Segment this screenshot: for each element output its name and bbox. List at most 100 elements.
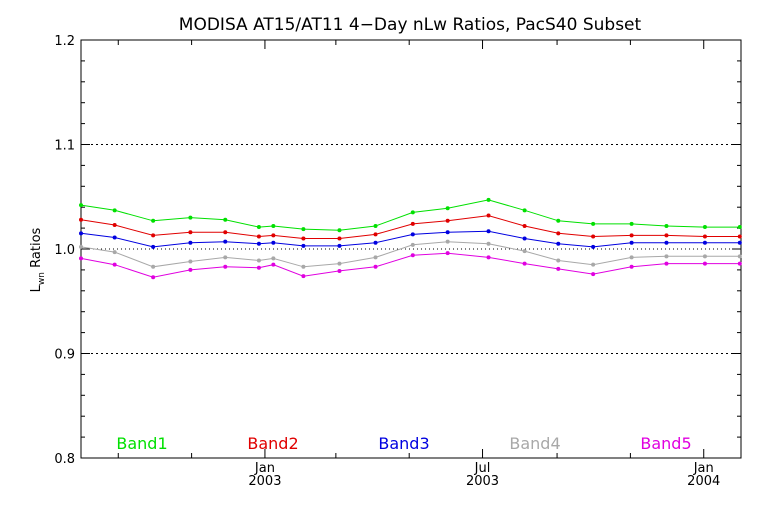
data-point-band4 <box>702 254 707 259</box>
data-point-band1 <box>702 225 707 230</box>
data-point-band5 <box>151 275 156 280</box>
data-point-band5 <box>301 274 306 279</box>
x-tick-label-month: Jan <box>254 461 275 476</box>
data-point-band2 <box>79 217 83 222</box>
data-point-band1 <box>112 208 117 213</box>
series-line-band3 <box>80 230 740 248</box>
data-point-band1 <box>664 224 669 229</box>
data-point-band2 <box>151 233 156 238</box>
data-point-band4 <box>591 262 596 267</box>
data-point-band3 <box>702 240 707 245</box>
grid-lines <box>81 144 741 354</box>
data-point-band5 <box>79 256 83 261</box>
data-point-band3 <box>337 243 342 248</box>
data-point-band1 <box>629 221 634 226</box>
data-point-band2 <box>410 221 415 226</box>
data-point-band4 <box>445 239 450 244</box>
data-point-band5 <box>522 261 527 266</box>
y-axis-label-main: L <box>29 284 44 292</box>
y-axis-label-subscript: wn <box>37 272 47 285</box>
data-point-band5 <box>629 264 634 269</box>
data-point-band3 <box>522 236 527 241</box>
data-point-band3 <box>223 239 228 244</box>
x-tick-label-year: 2004 <box>687 474 720 489</box>
data-point-band1 <box>337 228 342 233</box>
legend-item-band1: Band1 <box>116 434 167 453</box>
y-tick-label: 1.1 <box>54 139 75 154</box>
x-tick-label-year: 2003 <box>248 474 281 489</box>
data-point-band2 <box>188 230 193 235</box>
legend: Band1 Band2 Band3 Band4 Band5 <box>116 434 691 453</box>
data-point-band3 <box>591 244 596 249</box>
data-point-band2 <box>522 224 527 229</box>
data-point-band1 <box>301 227 306 232</box>
data-point-band3 <box>445 230 450 235</box>
data-point-band4 <box>373 255 378 260</box>
legend-item-band2: Band2 <box>247 434 298 453</box>
data-point-band3 <box>151 244 156 249</box>
data-point-band2 <box>373 232 378 237</box>
data-point-band1 <box>223 217 228 222</box>
data-point-band3 <box>112 235 117 240</box>
data-point-band1 <box>556 218 561 223</box>
data-point-band4 <box>522 249 527 254</box>
y-tick-label: 0.8 <box>54 452 75 467</box>
data-point-band4 <box>737 254 742 259</box>
data-point-band5 <box>664 261 669 266</box>
data-point-band5 <box>337 268 342 273</box>
data-point-band3 <box>188 240 193 245</box>
x-tick-label-month: Jan <box>693 461 714 476</box>
data-point-band3 <box>373 240 378 245</box>
data-point-band3 <box>737 240 742 245</box>
data-point-band4 <box>223 255 228 260</box>
data-point-band5 <box>271 262 276 267</box>
data-point-band4 <box>337 261 342 266</box>
data-point-band2 <box>629 233 634 238</box>
y-tick-label: 1.2 <box>54 34 75 49</box>
data-point-band3 <box>301 243 306 248</box>
data-point-band2 <box>256 234 261 239</box>
series-line-band5 <box>80 252 740 278</box>
data-point-band5 <box>702 261 707 266</box>
legend-item-band4: Band4 <box>509 434 560 453</box>
series-group <box>79 197 742 280</box>
data-point-band4 <box>151 264 156 269</box>
data-point-band5 <box>112 262 117 267</box>
y-tick-label: 0.9 <box>54 348 75 363</box>
data-point-band5 <box>223 264 228 269</box>
data-point-band2 <box>445 218 450 223</box>
data-point-band4 <box>301 264 306 269</box>
data-point-band2 <box>337 236 342 241</box>
data-point-band3 <box>410 232 415 237</box>
data-point-band1 <box>737 225 742 230</box>
data-point-band3 <box>256 241 261 246</box>
data-point-band2 <box>301 236 306 241</box>
data-point-band2 <box>737 234 742 239</box>
data-point-band4 <box>556 258 561 263</box>
data-point-band1 <box>188 215 193 220</box>
data-point-band5 <box>556 266 561 271</box>
data-point-band2 <box>112 222 117 227</box>
data-point-band5 <box>445 251 450 256</box>
data-point-band3 <box>629 240 634 245</box>
series-line-band4 <box>80 241 740 268</box>
data-point-band1 <box>151 218 156 223</box>
plot-frame <box>80 39 742 459</box>
data-point-band4 <box>410 242 415 247</box>
y-tick-label: 1.0 <box>54 243 75 258</box>
legend-item-band3: Band3 <box>378 434 429 453</box>
data-point-band1 <box>591 221 596 226</box>
x-tick-label-month: Jul <box>474 461 491 476</box>
data-point-band4 <box>486 241 491 246</box>
data-point-band5 <box>256 265 261 270</box>
data-point-band3 <box>79 231 83 236</box>
data-point-band4 <box>629 255 634 260</box>
data-point-band3 <box>271 240 276 245</box>
x-tick-label-year: 2003 <box>466 474 499 489</box>
data-point-band2 <box>591 234 596 239</box>
data-point-band4 <box>664 254 669 259</box>
series-line-band2 <box>80 215 740 239</box>
data-point-band1 <box>256 225 261 230</box>
